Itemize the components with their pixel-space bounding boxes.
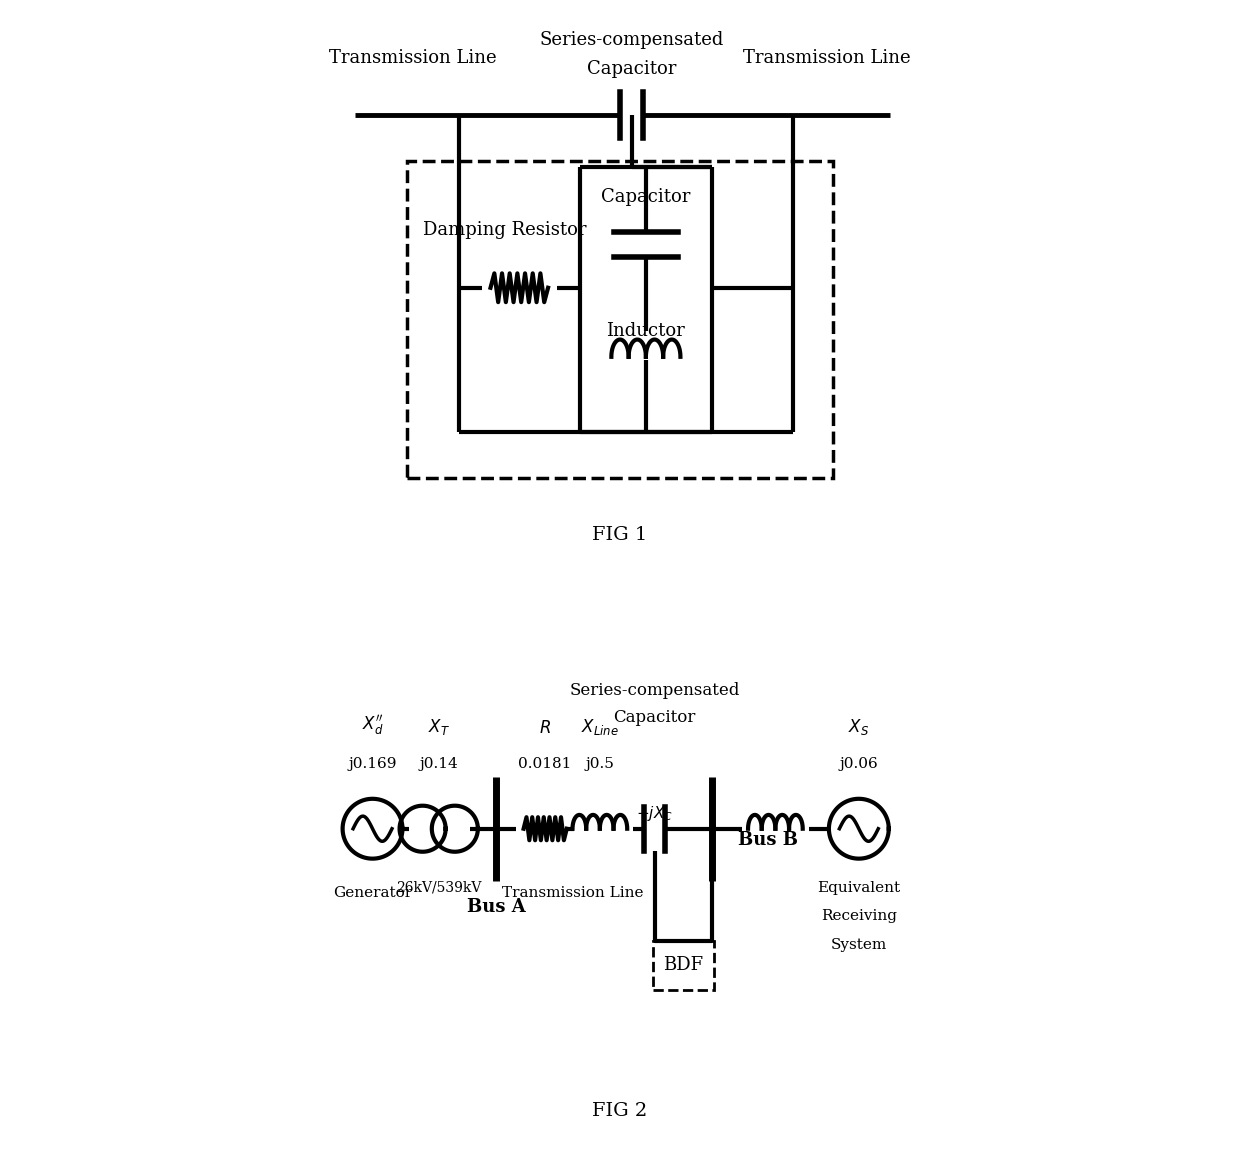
Text: Series-compensated: Series-compensated <box>539 31 724 49</box>
Text: Capacitor: Capacitor <box>587 60 676 78</box>
Text: $X_{Line}$: $X_{Line}$ <box>580 717 619 737</box>
Text: Inductor: Inductor <box>606 322 686 340</box>
Text: 26kV/539kV: 26kV/539kV <box>396 881 481 894</box>
Text: Capacitor: Capacitor <box>614 709 696 726</box>
Text: System: System <box>831 938 887 952</box>
Text: j0.06: j0.06 <box>839 757 878 771</box>
Text: j0.169: j0.169 <box>348 757 397 771</box>
Text: Transmission Line: Transmission Line <box>502 886 644 900</box>
Text: Transmission Line: Transmission Line <box>329 48 497 67</box>
Text: Bus A: Bus A <box>467 898 526 916</box>
Text: Series-compensated: Series-compensated <box>569 683 740 699</box>
Text: $-jX_C$: $-jX_C$ <box>636 803 673 823</box>
Text: FIG 2: FIG 2 <box>593 1102 647 1120</box>
Text: Capacitor: Capacitor <box>601 188 691 206</box>
Text: $R$: $R$ <box>539 719 551 737</box>
Text: Generator: Generator <box>334 886 412 900</box>
Bar <box>653 942 713 990</box>
Text: Bus B: Bus B <box>738 831 799 849</box>
Text: $X_T$: $X_T$ <box>428 717 450 737</box>
Text: j0.14: j0.14 <box>419 757 458 771</box>
Text: $X_S$: $X_S$ <box>848 717 869 737</box>
Text: Equivalent: Equivalent <box>817 881 900 894</box>
Text: 0.0181: 0.0181 <box>518 757 572 771</box>
Bar <box>407 161 833 478</box>
Text: Receiving: Receiving <box>821 909 897 923</box>
Text: j0.5: j0.5 <box>585 757 614 771</box>
Text: $X_d''$: $X_d''$ <box>362 712 383 737</box>
Text: BDF: BDF <box>663 956 703 975</box>
Text: FIG 1: FIG 1 <box>593 526 647 544</box>
Text: Damping Resistor: Damping Resistor <box>423 221 587 239</box>
Text: Transmission Line: Transmission Line <box>743 48 911 67</box>
